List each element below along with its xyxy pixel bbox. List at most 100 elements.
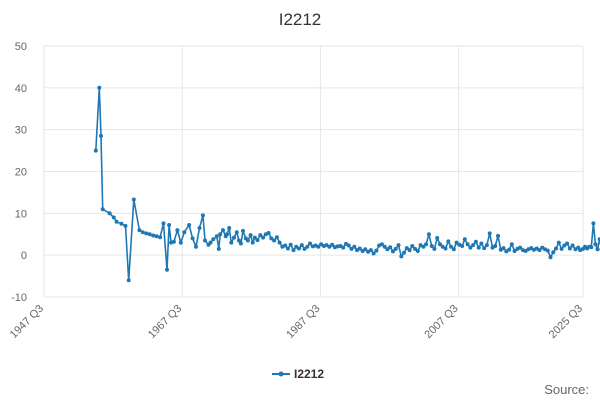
data-point[interactable] — [363, 247, 368, 252]
data-point[interactable] — [493, 244, 498, 248]
data-point[interactable] — [426, 232, 431, 237]
data-point[interactable] — [432, 246, 437, 251]
data-point[interactable] — [479, 241, 484, 246]
data-point[interactable] — [554, 246, 558, 251]
data-point[interactable] — [221, 228, 225, 233]
data-point[interactable] — [232, 235, 236, 240]
data-point[interactable] — [462, 237, 467, 242]
data-point[interactable] — [468, 245, 473, 250]
data-point[interactable] — [165, 267, 169, 272]
data-point[interactable] — [484, 243, 489, 248]
data-point[interactable] — [562, 243, 567, 248]
data-point[interactable] — [501, 246, 506, 251]
data-point[interactable] — [119, 221, 124, 226]
data-point[interactable] — [203, 238, 207, 243]
data-point[interactable] — [99, 133, 103, 138]
data-point[interactable] — [349, 246, 354, 251]
data-point[interactable] — [190, 236, 195, 241]
data-point[interactable] — [404, 246, 409, 251]
data-point[interactable] — [269, 236, 274, 241]
data-point[interactable] — [107, 211, 112, 216]
data-point[interactable] — [443, 246, 448, 251]
data-point[interactable] — [548, 255, 553, 260]
data-point[interactable] — [379, 242, 384, 247]
data-point[interactable] — [465, 242, 470, 247]
data-point[interactable] — [147, 232, 152, 237]
data-point[interactable] — [357, 246, 362, 251]
data-point[interactable] — [285, 246, 290, 251]
data-point[interactable] — [266, 231, 271, 235]
data-point[interactable] — [382, 244, 387, 249]
data-point[interactable] — [241, 228, 245, 233]
data-point[interactable] — [137, 228, 142, 233]
data-point[interactable] — [352, 244, 357, 249]
data-point[interactable] — [421, 244, 426, 249]
data-point[interactable] — [393, 246, 398, 251]
data-point[interactable] — [385, 247, 390, 252]
data-point[interactable] — [248, 233, 253, 238]
data-point[interactable] — [559, 246, 564, 251]
data-point[interactable] — [274, 235, 279, 240]
data-point[interactable] — [302, 246, 307, 251]
data-point[interactable] — [200, 213, 205, 218]
data-point[interactable] — [424, 242, 429, 247]
data-point[interactable] — [252, 235, 257, 240]
data-point[interactable] — [283, 243, 288, 248]
data-point[interactable] — [236, 238, 241, 243]
data-point[interactable] — [399, 254, 404, 259]
data-point[interactable] — [100, 207, 105, 212]
data-point[interactable] — [187, 223, 192, 227]
data-point[interactable] — [454, 240, 459, 245]
data-point[interactable] — [388, 245, 393, 250]
data-point[interactable] — [346, 243, 351, 248]
data-point[interactable] — [545, 248, 550, 253]
data-point[interactable] — [214, 234, 219, 239]
data-point[interactable] — [211, 237, 216, 242]
data-point[interactable] — [512, 249, 517, 253]
data-point[interactable] — [227, 226, 232, 230]
data-point[interactable] — [476, 245, 481, 250]
data-point[interactable] — [208, 240, 213, 245]
data-point[interactable] — [567, 246, 572, 251]
data-point[interactable] — [551, 250, 556, 255]
data-point[interactable] — [471, 243, 476, 248]
data-point[interactable] — [449, 244, 453, 249]
data-point[interactable] — [178, 240, 183, 245]
data-point[interactable] — [114, 219, 119, 224]
data-point[interactable] — [194, 244, 198, 249]
data-point[interactable] — [565, 241, 570, 246]
data-point[interactable] — [595, 247, 600, 252]
data-point[interactable] — [238, 241, 243, 246]
data-point[interactable] — [245, 238, 250, 243]
data-point[interactable] — [144, 231, 149, 236]
data-point[interactable] — [368, 248, 373, 253]
data-point[interactable] — [556, 240, 561, 245]
data-point[interactable] — [111, 215, 116, 220]
data-point[interactable] — [123, 223, 128, 228]
data-point[interactable] — [429, 244, 434, 248]
data-point[interactable] — [154, 234, 159, 239]
data-point[interactable] — [299, 243, 304, 248]
data-point[interactable] — [288, 242, 293, 247]
data-point[interactable] — [131, 197, 136, 202]
data-point[interactable] — [438, 242, 442, 247]
data-point[interactable] — [482, 246, 487, 251]
data-point[interactable] — [327, 244, 332, 249]
data-point[interactable] — [435, 236, 440, 240]
data-point[interactable] — [167, 223, 172, 227]
data-point[interactable] — [589, 245, 594, 250]
data-point[interactable] — [250, 240, 255, 245]
data-point[interactable] — [496, 233, 500, 238]
data-point[interactable] — [413, 246, 418, 251]
data-point[interactable] — [261, 235, 266, 240]
data-point[interactable] — [410, 244, 415, 248]
legend[interactable]: I2212 — [272, 367, 324, 381]
data-point[interactable] — [291, 248, 296, 253]
data-point[interactable] — [460, 244, 465, 248]
data-point[interactable] — [171, 239, 176, 244]
data-point[interactable] — [175, 228, 180, 233]
data-point[interactable] — [158, 235, 163, 240]
data-point[interactable] — [518, 245, 523, 250]
data-point[interactable] — [341, 245, 346, 250]
data-point[interactable] — [593, 242, 598, 247]
